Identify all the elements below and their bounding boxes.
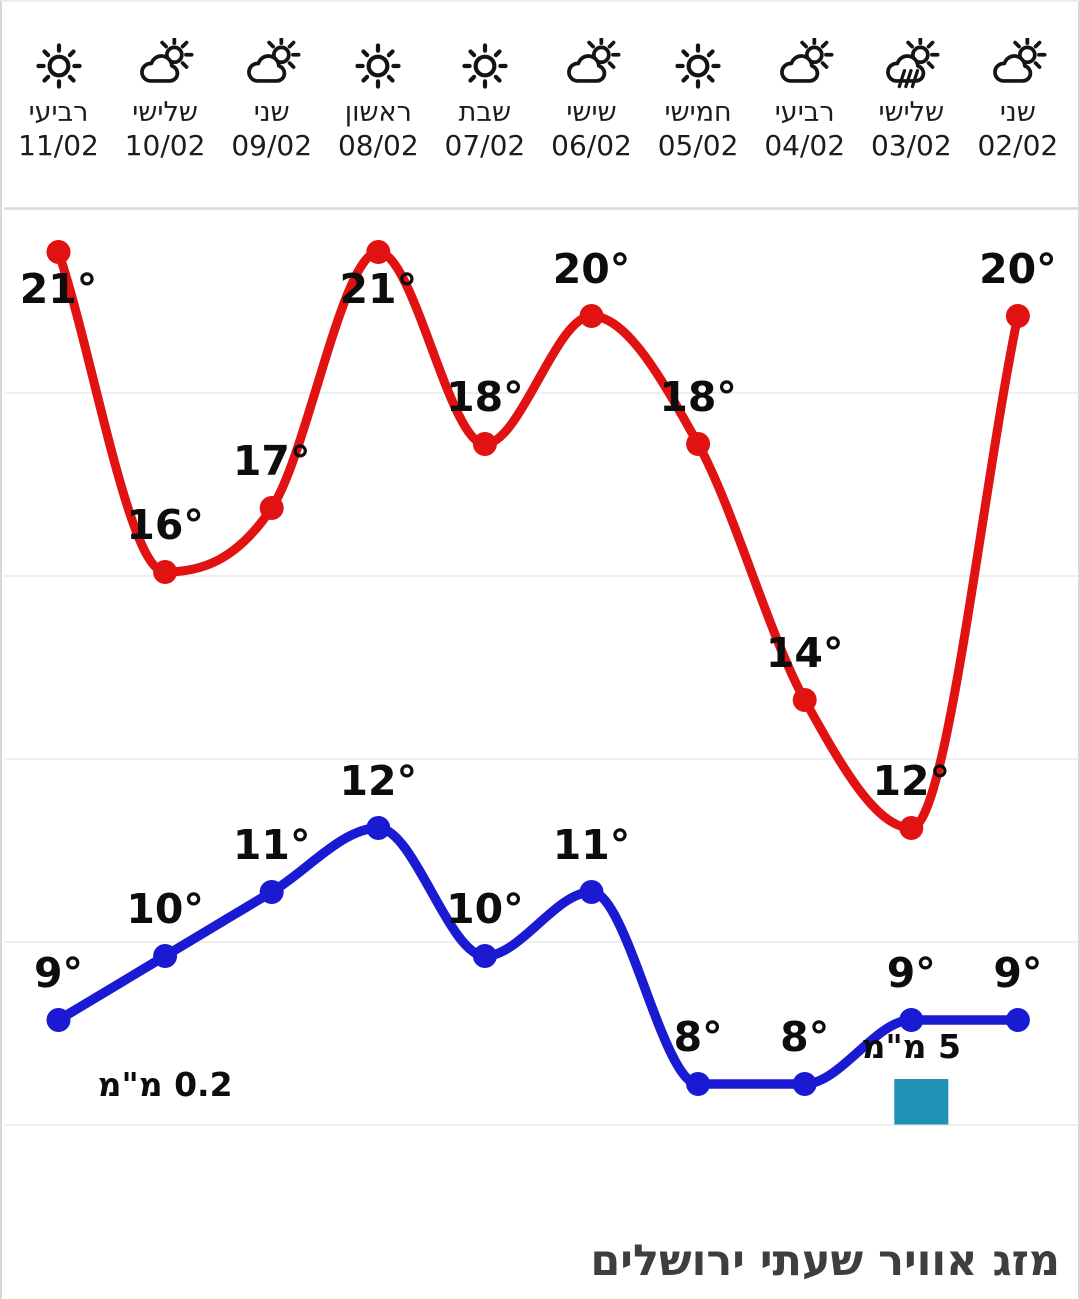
precipitation-label: 0.2 מ"מ: [97, 1065, 233, 1104]
day-name: ראשון: [344, 97, 412, 128]
low-temp-point: [472, 944, 497, 968]
day-date: 02/02: [977, 129, 1059, 162]
low-temp-point: [579, 880, 604, 904]
low-temp-point: [153, 944, 178, 968]
low-temp-label: 10°: [446, 885, 524, 933]
high-temp-point: [579, 304, 604, 328]
low-temp-point: [259, 880, 284, 904]
day-date: 05/02: [657, 129, 739, 162]
day-column[interactable]: רביעי 11/02: [5, 2, 113, 202]
high-temp-label: 16°: [126, 501, 204, 549]
high-temp-point: [366, 240, 391, 264]
day-name: שבת: [458, 97, 512, 128]
day-column[interactable]: רביעי 04/02: [751, 2, 859, 202]
sun-cloud-icon: [242, 35, 302, 94]
day-date: 06/02: [551, 129, 632, 162]
low-temp-label: 11°: [232, 821, 311, 869]
high-temp-label: 20°: [552, 245, 631, 293]
high-temp-label: 12°: [872, 757, 951, 805]
precipitation-bar: [894, 1079, 949, 1125]
low-temp-point: [366, 816, 391, 840]
high-temp-point: [472, 432, 497, 456]
day-column[interactable]: שלישי 10/02: [111, 2, 219, 202]
day-column[interactable]: חמישי 05/02: [644, 2, 752, 202]
high-temp-point: [686, 432, 711, 456]
day-column[interactable]: שלישי 03/02: [857, 2, 965, 202]
sun-icon: [455, 38, 515, 94]
day-date: 08/02: [337, 129, 419, 162]
low-temp-label: 11°: [552, 821, 631, 869]
high-temp-label: 18°: [446, 373, 524, 421]
low-temp-label: 9°: [993, 949, 1043, 997]
low-temp-label: 12°: [339, 757, 418, 805]
day-column[interactable]: שישי 06/02: [538, 2, 646, 202]
day-column[interactable]: שני 09/02: [218, 2, 326, 202]
sun-icon: [668, 38, 728, 94]
day-column[interactable]: ראשון 08/02: [324, 2, 432, 202]
day-date: 04/02: [764, 129, 846, 162]
low-temp-point: [1005, 1008, 1030, 1032]
high-temp-point: [259, 496, 284, 520]
low-temp-label: 10°: [126, 885, 204, 933]
day-name: רביעי: [28, 97, 89, 128]
day-name: שני: [999, 97, 1036, 128]
sun-icon: [29, 38, 89, 94]
low-temp-point: [46, 1008, 71, 1032]
low-temp-line: [53, 823, 1023, 1089]
day-name: שלישי: [132, 97, 198, 128]
sun-cloud-icon: [562, 35, 622, 94]
day-name: שלישי: [878, 97, 945, 128]
low-temp-point: [792, 1072, 817, 1096]
high-temp-point: [153, 560, 178, 584]
sun-icon: [348, 38, 408, 94]
low-temp-label: 9°: [886, 949, 936, 997]
rain-sun-cloud-icon: [881, 35, 941, 94]
sun-cloud-icon: [775, 35, 835, 94]
day-name: חמישי: [664, 97, 732, 128]
day-date: 11/02: [18, 129, 99, 162]
day-name: שני: [253, 97, 290, 128]
high-temp-point: [899, 816, 924, 840]
day-date: 07/02: [444, 129, 526, 162]
high-temp-point: [792, 688, 817, 712]
high-temp-label: 20°: [979, 245, 1057, 293]
low-temp-point: [899, 1008, 924, 1032]
low-temp-point: [686, 1072, 711, 1096]
high-temp-label: 17°: [232, 437, 311, 485]
high-temp-label: 14°: [765, 629, 844, 677]
day-column[interactable]: שבת 07/02: [431, 2, 539, 202]
high-temp-point: [46, 240, 71, 264]
high-temp-label: 21°: [19, 265, 98, 313]
high-temp-point: [1005, 304, 1030, 328]
low-temp-label: 8°: [780, 1013, 830, 1061]
high-temp-label: 18°: [659, 373, 737, 421]
precipitation-label: 5 מ"מ: [861, 1027, 961, 1066]
high-temp-label: 21°: [339, 265, 418, 313]
day-name: שישי: [566, 97, 617, 128]
page-title: מזג אוויר שעתי ירושלים: [590, 1236, 1060, 1286]
day-date: 03/02: [870, 129, 952, 162]
day-date: 10/02: [124, 129, 206, 162]
day-column[interactable]: שני 02/02: [964, 2, 1072, 202]
day-name: רביעי: [774, 97, 835, 128]
low-temp-label: 9°: [33, 949, 84, 997]
sun-cloud-icon: [135, 35, 195, 94]
sun-cloud-icon: [988, 35, 1048, 94]
day-date: 09/02: [231, 129, 313, 162]
low-temp-label: 8°: [673, 1013, 723, 1061]
